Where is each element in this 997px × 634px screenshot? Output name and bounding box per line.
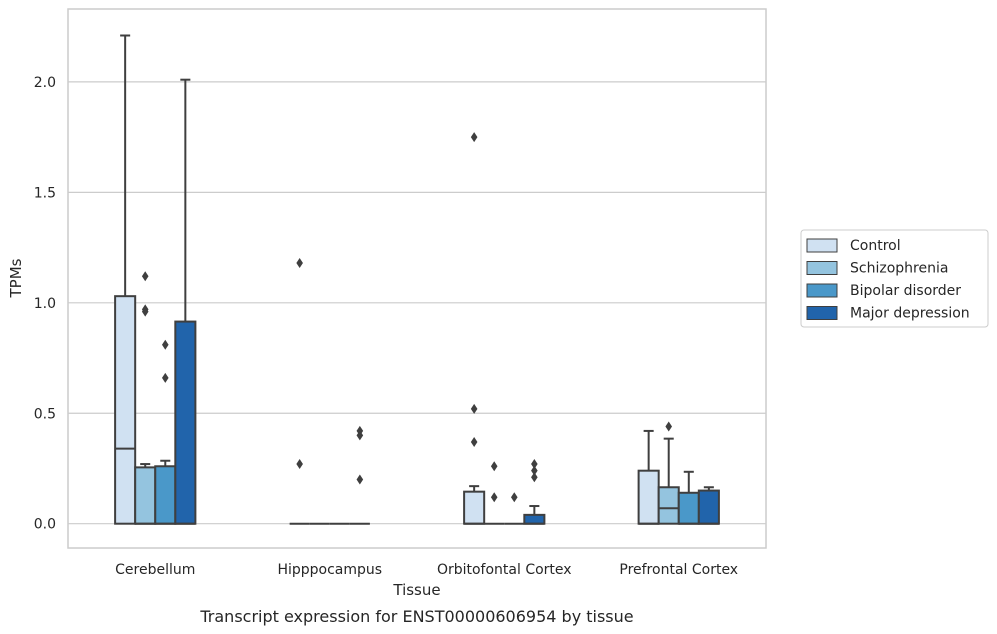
x-axis-label: Tissue — [392, 581, 440, 599]
box-schizophrenia — [657, 421, 680, 525]
outlier-point — [470, 403, 478, 414]
outlier-point — [356, 430, 364, 441]
box-body — [134, 466, 157, 525]
box-schizophrenia — [134, 271, 157, 525]
outlier-point — [470, 132, 478, 143]
outlier-point — [490, 461, 498, 472]
legend-swatch — [806, 283, 838, 298]
outlier-point — [531, 472, 538, 483]
box-body — [154, 465, 177, 525]
box-bipolar-disorder — [677, 470, 700, 525]
box-body — [114, 295, 137, 525]
outlier-point — [470, 436, 478, 447]
box-body — [637, 469, 660, 525]
legend-label: Control — [850, 238, 901, 254]
outlier-point — [510, 492, 518, 503]
box-body — [174, 320, 197, 525]
outlier-point — [161, 372, 169, 383]
outlier-point — [161, 339, 169, 350]
box-body — [657, 486, 680, 525]
legend-frame — [800, 229, 989, 328]
legend-label: Bipolar disorder — [850, 283, 961, 299]
y-tick-label: 2.0 — [34, 75, 56, 91]
x-tick-label: Cerebellum — [115, 562, 195, 578]
box-major-depression — [349, 425, 370, 525]
legend-swatch — [806, 238, 838, 253]
box-control — [114, 34, 137, 525]
y-tick-label: 1.5 — [34, 185, 56, 201]
legend: Control Schizophrenia Bipolar disorder Majo… — [800, 229, 989, 328]
legend-label: Schizophrenia — [850, 261, 948, 277]
outlier-point — [356, 474, 364, 485]
outlier-point — [141, 271, 149, 282]
y-tick-label: 1.0 — [34, 296, 56, 312]
outlier-point — [531, 465, 538, 476]
outlier-point — [141, 306, 149, 317]
box-bipolar-disorder — [504, 492, 525, 525]
box-body — [677, 491, 700, 525]
legend-label: Major depression — [850, 306, 970, 322]
box-major-depression — [697, 486, 720, 525]
box-control — [637, 429, 660, 525]
x-tick-label: Orbitofontal Cortex — [437, 562, 572, 578]
plot-frame — [67, 8, 767, 549]
outlier-point — [296, 459, 303, 470]
chart-caption: Transcript expression for ENST0000060695… — [199, 607, 633, 626]
legend-items: Control Schizophrenia Bipolar disorder Majo… — [806, 238, 970, 322]
y-tick-label: 0.5 — [34, 406, 56, 422]
box-body — [697, 489, 720, 525]
y-tick-labels: 0.0 0.5 1.0 1.5 2.0 — [34, 75, 56, 533]
x-tick-label: Prefrontal Cortex — [619, 562, 738, 578]
box-control — [289, 258, 310, 525]
legend-swatch — [806, 261, 838, 275]
box-major-depression — [523, 459, 546, 525]
x-tick-label: Hipppocampus — [277, 562, 382, 578]
box-major-depression — [174, 78, 197, 525]
y-axis-label: TPMs — [7, 258, 25, 298]
box-control — [463, 132, 486, 525]
outlier-point — [665, 421, 673, 432]
box-body — [523, 513, 546, 525]
outlier-point — [296, 258, 303, 269]
outlier-point — [490, 492, 498, 503]
outlier-point — [531, 459, 538, 470]
box-bipolar-disorder — [154, 339, 177, 525]
legend-swatch — [806, 306, 838, 320]
y-tick-label: 0.0 — [34, 517, 56, 533]
x-tick-labels: Cerebellum Hipppocampus Orbitofontal Corte… — [115, 562, 738, 578]
box-layer — [114, 34, 720, 525]
box-schizophrenia — [484, 461, 505, 525]
grid-layer — [68, 81, 766, 525]
box-body — [463, 490, 486, 525]
